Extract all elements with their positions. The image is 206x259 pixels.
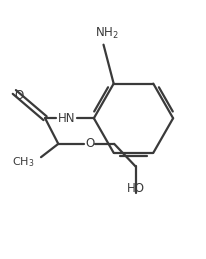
- Text: HN: HN: [58, 112, 75, 125]
- Text: HO: HO: [126, 182, 145, 196]
- Text: O: O: [85, 137, 94, 150]
- Text: NH$_2$: NH$_2$: [95, 26, 118, 41]
- Text: O: O: [14, 89, 23, 102]
- Text: CH$_3$: CH$_3$: [12, 155, 35, 169]
